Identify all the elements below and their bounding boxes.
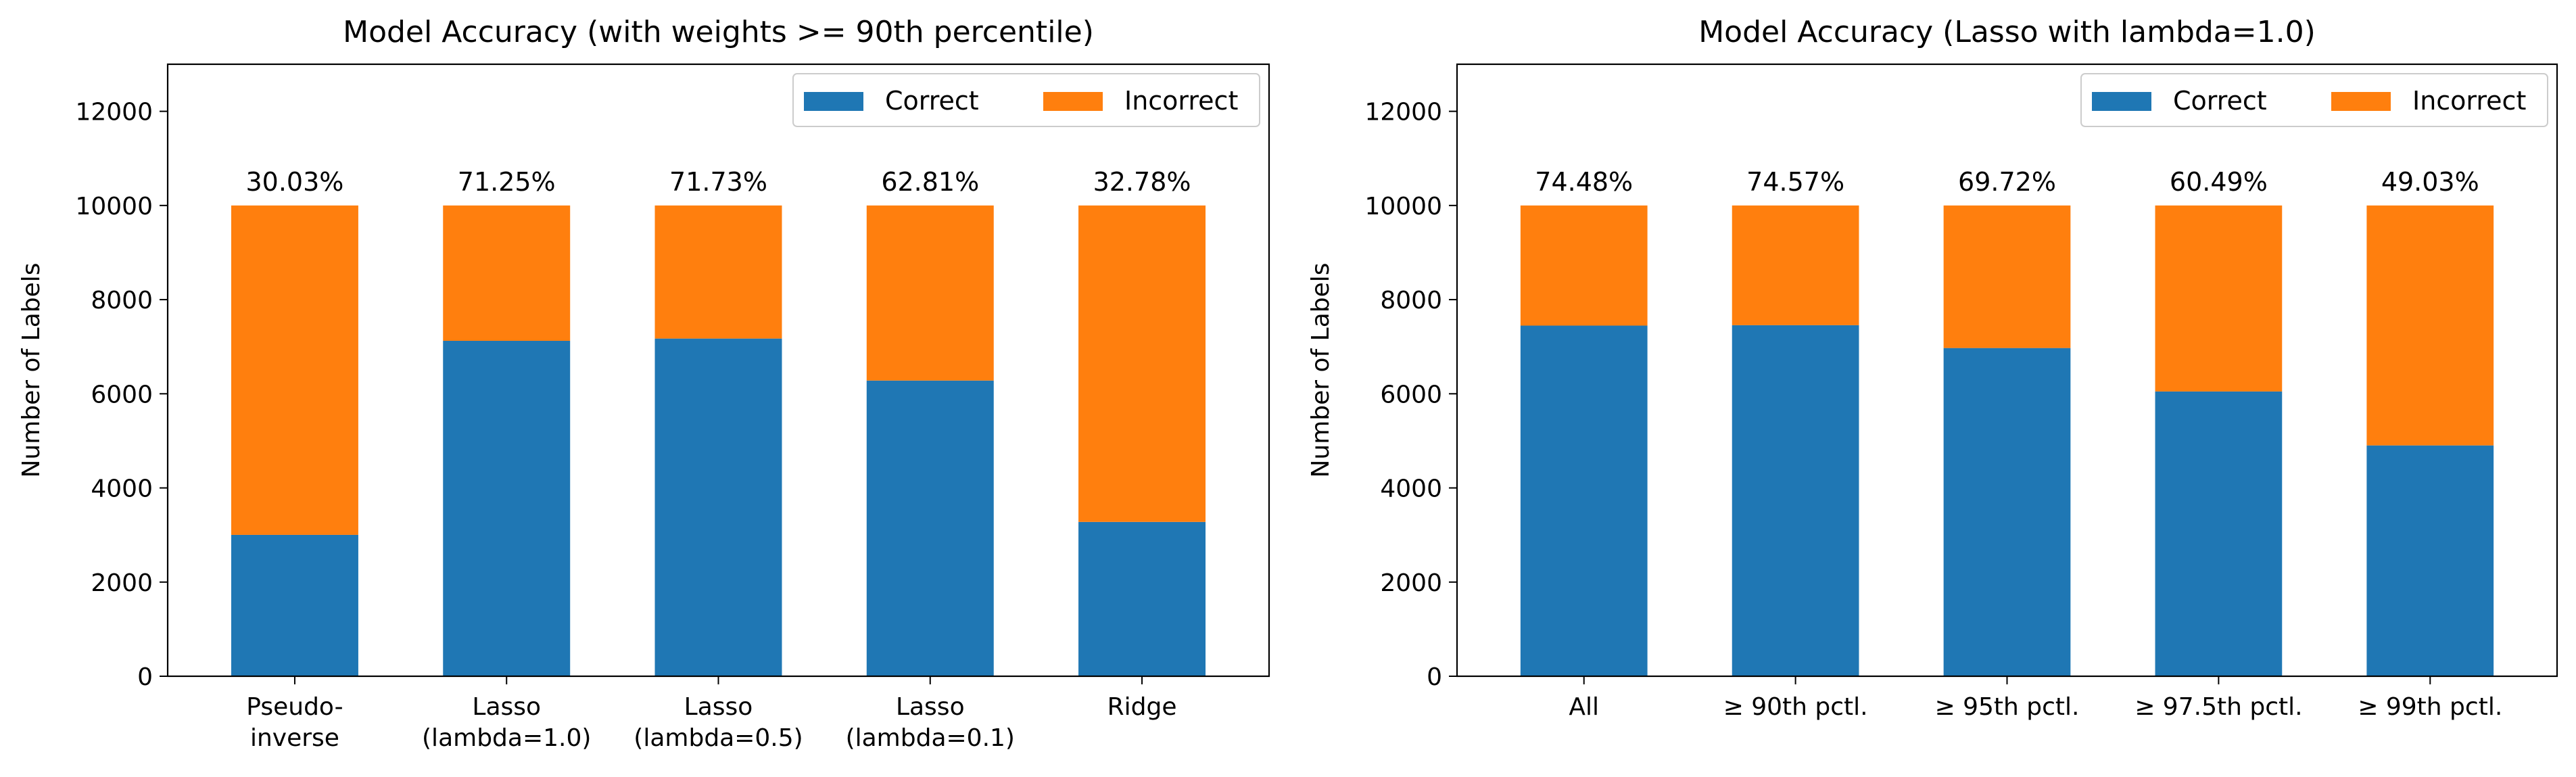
legend-label-correct: Correct [885, 86, 979, 116]
data-label-1: 30.03% [246, 167, 344, 197]
bar-incorrect-2 [443, 205, 571, 341]
y-tick-label: 0 [137, 663, 153, 691]
bar-correct-4 [866, 380, 994, 676]
x-tick-label: All [1569, 693, 1599, 721]
bar-correct-1 [231, 534, 358, 676]
bar-incorrect-1 [1520, 205, 1648, 326]
bar-correct-3 [654, 338, 782, 676]
legend-box [2080, 73, 2548, 127]
chart-panel-2: 74.48% 74.57% 69.72% 60.49% 49.03% 0 2000 4000 6… [1307, 15, 2558, 721]
y-tick-label: 12000 [75, 99, 153, 126]
data-label-4: 60.49% [2170, 167, 2268, 197]
y-tick-label: 10000 [75, 193, 153, 220]
data-label-2: 74.57% [1746, 167, 1844, 197]
bar-correct-3 [1943, 348, 2071, 676]
chart-title: Model Accuracy (Lasso with lambda=1.0) [1698, 15, 2316, 49]
x-tick-label: ≥ 99th pctl. [2358, 693, 2502, 721]
y-tick-label: 6000 [91, 381, 153, 408]
bar-incorrect-2 [1732, 205, 1859, 325]
data-label-1: 74.48% [1535, 167, 1633, 197]
y-tick-label: 8000 [1380, 287, 1442, 314]
bar-incorrect-4 [866, 205, 994, 381]
x-tick-label: inverse [250, 724, 339, 752]
x-tick-label: (lambda=0.5) [634, 724, 803, 752]
bar-incorrect-3 [1943, 205, 2071, 348]
bar-correct-2 [1732, 325, 1859, 677]
chart-title: Model Accuracy (with weights >= 90th per… [343, 15, 1094, 49]
bar-correct-1 [1520, 325, 1648, 676]
legend-swatch-incorrect [1043, 92, 1103, 111]
x-tick-label: Lasso [684, 693, 753, 721]
bar-correct-4 [2155, 391, 2283, 676]
x-tick-label: (lambda=1.0) [422, 724, 591, 752]
bar-incorrect-5 [2366, 205, 2494, 446]
legend: Correct Incorrect [792, 73, 1260, 127]
data-label-2: 71.25% [458, 167, 556, 197]
legend-label-correct: Correct [2173, 86, 2267, 116]
legend-swatch-incorrect [2331, 92, 2391, 111]
data-label-3: 69.72% [1958, 167, 2056, 197]
x-tick-label: Pseudo- [246, 693, 343, 721]
y-tick-label: 4000 [1380, 475, 1442, 503]
bar-incorrect-5 [1078, 205, 1206, 522]
bar-correct-5 [2366, 445, 2494, 676]
data-label-5: 32.78% [1093, 167, 1191, 197]
data-label-4: 62.81% [881, 167, 979, 197]
y-tick-label: 12000 [1364, 99, 1442, 126]
chart-panel-1: 30.03% 71.25% 71.73% 62.81% 32.78% 0 2000 4000 6… [18, 15, 1270, 752]
legend-label-incorrect: Incorrect [2412, 86, 2526, 116]
y-tick-label: 4000 [91, 475, 153, 503]
y-tick-label: 2000 [91, 569, 153, 597]
x-tick-label: Lasso [896, 693, 965, 721]
legend-box [792, 73, 1260, 127]
bar-incorrect-3 [654, 205, 782, 339]
bar-correct-2 [443, 340, 571, 676]
x-tick-label: (lambda=0.1) [846, 724, 1015, 752]
bar-correct-5 [1078, 521, 1206, 676]
x-tick-label: ≥ 95th pctl. [1935, 693, 2080, 721]
legend-swatch-correct [2092, 92, 2151, 111]
y-tick-label: 2000 [1380, 569, 1442, 597]
y-axis-label: Number of Labels [18, 262, 45, 477]
y-tick-label: 6000 [1380, 381, 1442, 408]
data-label-5: 49.03% [2381, 167, 2479, 197]
data-label-3: 71.73% [669, 167, 767, 197]
legend-swatch-correct [804, 92, 863, 111]
legend: Correct Incorrect [2080, 73, 2548, 127]
x-tick-label: ≥ 97.5th pctl. [2134, 693, 2302, 721]
x-tick-label: Lasso [472, 693, 541, 721]
bar-incorrect-1 [231, 205, 358, 535]
y-axis-label: Number of Labels [1307, 262, 1335, 477]
legend-label-incorrect: Incorrect [1124, 86, 1238, 116]
x-tick-label: Ridge [1107, 693, 1177, 721]
y-tick-label: 0 [1427, 663, 1442, 691]
x-tick-label: ≥ 90th pctl. [1723, 693, 1868, 721]
y-tick-label: 8000 [91, 287, 153, 314]
y-tick-label: 10000 [1364, 193, 1442, 220]
bar-incorrect-4 [2155, 205, 2283, 392]
